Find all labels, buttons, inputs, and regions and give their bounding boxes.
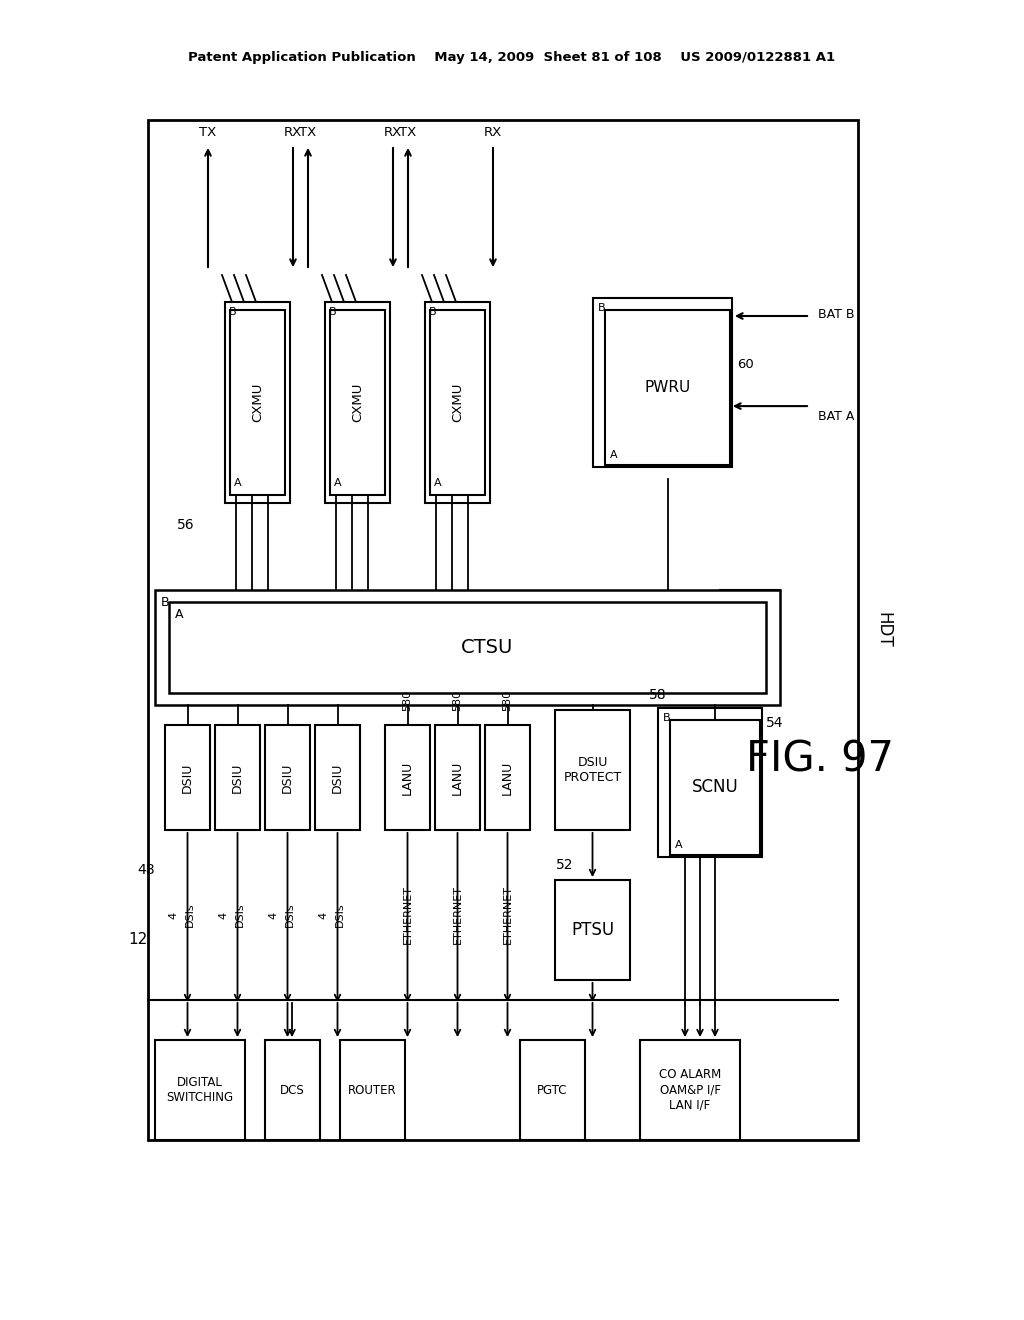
Bar <box>230 310 285 495</box>
Text: RX: RX <box>384 125 402 139</box>
Bar <box>155 590 780 705</box>
Text: DSIU: DSIU <box>231 763 244 793</box>
Text: DSIs: DSIs <box>335 903 344 928</box>
Text: 54: 54 <box>766 715 783 730</box>
Text: DIGITAL
SWITCHING: DIGITAL SWITCHING <box>167 1076 233 1104</box>
Bar <box>169 602 766 693</box>
Text: 580: 580 <box>402 689 413 710</box>
Text: RX: RX <box>484 125 502 139</box>
Text: CO ALARM
OAM&P I/F
LAN I/F: CO ALARM OAM&P I/F LAN I/F <box>658 1068 721 1111</box>
Text: 58: 58 <box>649 688 667 702</box>
Text: ETHERNET: ETHERNET <box>503 886 512 945</box>
Text: PTSU: PTSU <box>571 921 614 939</box>
Text: RX: RX <box>284 125 302 139</box>
Bar <box>425 302 490 503</box>
Text: DSIU: DSIU <box>281 763 294 793</box>
Text: DSIU: DSIU <box>181 763 194 793</box>
Text: CXMU: CXMU <box>351 383 364 422</box>
Text: A: A <box>175 607 183 620</box>
Text: DSIs: DSIs <box>234 903 245 928</box>
Text: LANU: LANU <box>401 760 414 795</box>
Text: ROUTER: ROUTER <box>348 1084 397 1097</box>
Bar <box>330 310 385 495</box>
Text: CTSU: CTSU <box>462 638 514 657</box>
Text: A: A <box>610 450 617 459</box>
Text: B: B <box>161 595 169 609</box>
Text: FIG. 97: FIG. 97 <box>746 739 894 781</box>
Bar <box>435 725 480 830</box>
Text: B: B <box>229 308 237 317</box>
Text: CXMU: CXMU <box>251 383 264 422</box>
Bar <box>225 302 290 503</box>
Bar <box>155 1040 245 1140</box>
Text: 580: 580 <box>453 689 463 710</box>
Text: A: A <box>234 478 242 488</box>
Text: B: B <box>429 308 437 317</box>
Bar <box>265 725 310 830</box>
Text: PWRU: PWRU <box>644 380 690 395</box>
Text: 4: 4 <box>218 911 228 919</box>
Bar <box>430 310 485 495</box>
Bar <box>520 1040 585 1140</box>
Text: Patent Application Publication    May 14, 2009  Sheet 81 of 108    US 2009/01228: Patent Application Publication May 14, 2… <box>188 51 836 65</box>
Text: DSIs: DSIs <box>184 903 195 928</box>
Text: TX: TX <box>399 125 417 139</box>
Text: 580: 580 <box>503 689 512 710</box>
Text: TX: TX <box>200 125 217 139</box>
Text: B: B <box>598 304 606 313</box>
Bar <box>340 1040 406 1140</box>
Bar <box>658 708 762 857</box>
Text: SCNU: SCNU <box>691 779 738 796</box>
Bar <box>148 120 858 1140</box>
Bar <box>555 710 630 830</box>
Text: ETHERNET: ETHERNET <box>402 886 413 945</box>
Bar <box>670 719 760 855</box>
Bar <box>593 298 732 467</box>
Text: 4: 4 <box>268 911 279 919</box>
Text: 12: 12 <box>129 932 148 948</box>
Text: LANU: LANU <box>501 760 514 795</box>
Bar <box>265 1040 319 1140</box>
Text: 4: 4 <box>318 911 329 919</box>
Text: B: B <box>664 713 671 723</box>
Text: A: A <box>334 478 342 488</box>
Bar <box>640 1040 740 1140</box>
Text: CXMU: CXMU <box>451 383 464 422</box>
Text: A: A <box>434 478 441 488</box>
Bar <box>315 725 360 830</box>
Text: BAT A: BAT A <box>818 411 854 424</box>
Text: BAT B: BAT B <box>818 308 854 321</box>
Text: HDT: HDT <box>874 612 892 648</box>
Text: 4: 4 <box>169 911 178 919</box>
Text: A: A <box>675 840 683 850</box>
Bar <box>555 880 630 979</box>
Text: ETHERNET: ETHERNET <box>453 886 463 945</box>
Text: 52: 52 <box>556 858 573 873</box>
Text: DSIU
PROTECT: DSIU PROTECT <box>563 756 622 784</box>
Text: 48: 48 <box>137 863 155 876</box>
Bar <box>165 725 210 830</box>
Bar <box>605 310 730 465</box>
Text: 60: 60 <box>736 359 754 371</box>
Text: LANU: LANU <box>451 760 464 795</box>
Text: DCS: DCS <box>281 1084 305 1097</box>
Text: DSIs: DSIs <box>285 903 295 928</box>
Bar <box>325 302 390 503</box>
Bar <box>385 725 430 830</box>
Text: B: B <box>329 308 337 317</box>
Text: TX: TX <box>299 125 316 139</box>
Text: DSIU: DSIU <box>331 763 344 793</box>
Bar <box>485 725 530 830</box>
Text: 56: 56 <box>177 517 195 532</box>
Text: PGTC: PGTC <box>538 1084 567 1097</box>
Bar <box>215 725 260 830</box>
